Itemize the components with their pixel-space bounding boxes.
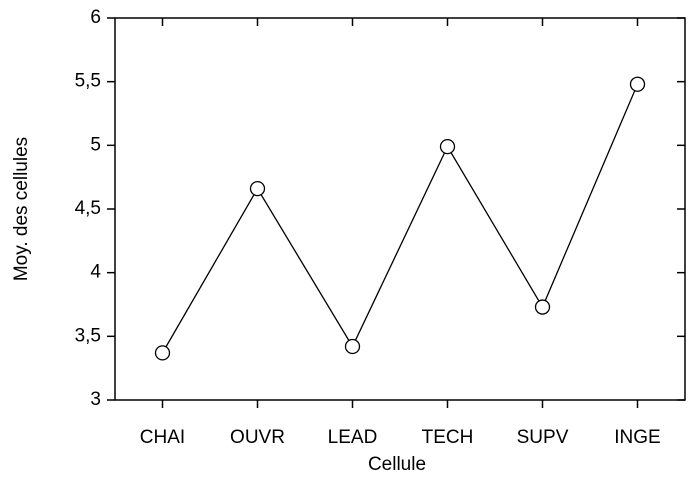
marker <box>439 138 456 155</box>
line <box>161 83 639 354</box>
x-axis-label: Cellule <box>368 454 426 475</box>
plot-frame <box>114 17 686 401</box>
marker <box>534 299 551 315</box>
y-tick-label: 4 <box>90 262 101 283</box>
x-tick-label: TECH <box>422 427 474 448</box>
x-tick-label: INGE <box>614 427 660 448</box>
y-tick-label: 5 <box>90 134 101 155</box>
marker <box>154 345 171 361</box>
y-tick-label: 5,5 <box>75 71 101 92</box>
y-tick-label: 4,5 <box>75 198 101 219</box>
marker <box>629 76 646 92</box>
x-tick-label: LEAD <box>328 427 378 448</box>
x-tick-label: OUVR <box>230 427 285 448</box>
x-tick-label: CHAI <box>140 427 185 448</box>
x-tick-label: SUPV <box>517 427 569 448</box>
y-tick-label: 6 <box>90 7 101 28</box>
marker <box>344 338 361 355</box>
y-tick-label: 3,5 <box>75 325 101 346</box>
y-axis-label: Moy. des cellules <box>11 137 32 281</box>
y-tick-label: 3 <box>90 389 101 410</box>
marker <box>249 180 266 197</box>
